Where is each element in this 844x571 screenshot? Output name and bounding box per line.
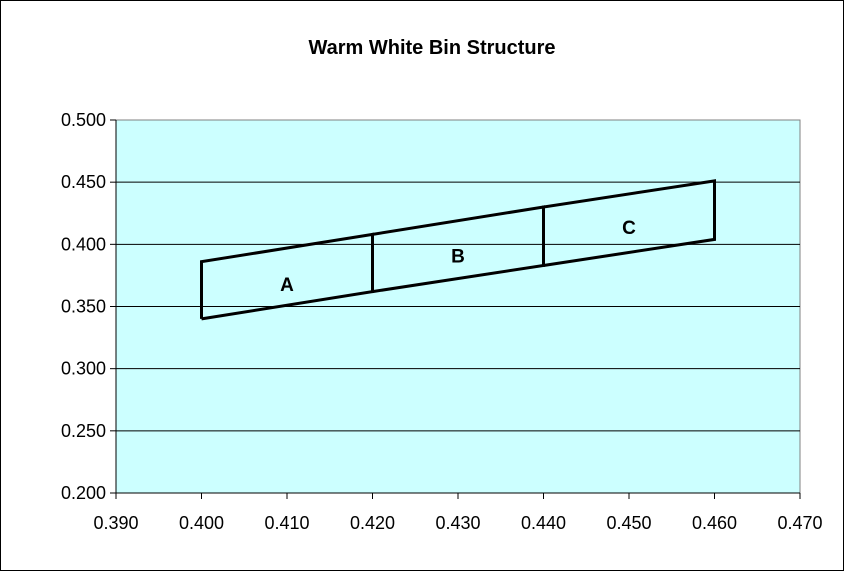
- tick-label-y: 0.500: [61, 110, 106, 130]
- tick-label-y: 0.400: [61, 234, 106, 254]
- tick-label-y: 0.350: [61, 297, 106, 317]
- series-group: [200, 179, 716, 321]
- tick-label-x: 0.460: [692, 513, 737, 533]
- tick-label-x: 0.440: [521, 513, 566, 533]
- tick-label-y: 0.300: [61, 359, 106, 379]
- tick-label-x: 0.420: [350, 513, 395, 533]
- tick-label-y: 0.200: [61, 483, 106, 503]
- bin-b-label: B: [451, 247, 465, 268]
- tick-label-x: 0.430: [435, 513, 480, 533]
- tick-labels: 0.200 0.250 0.300 0.350 0.400 0.450 0.500 0.390…: [61, 110, 823, 533]
- bin-labels: A B C: [280, 218, 636, 296]
- axes: [110, 119, 801, 499]
- bin-a-label: A: [280, 275, 294, 296]
- chart-title: Warm White Bin Structure: [308, 37, 555, 59]
- tick-label-y: 0.250: [61, 421, 106, 441]
- tick-label-y: 0.450: [61, 172, 106, 192]
- tick-label-x: 0.410: [264, 513, 309, 533]
- tick-label-x: 0.390: [93, 513, 138, 533]
- bin-c-outline: [542, 179, 716, 267]
- tick-label-x: 0.450: [606, 513, 651, 533]
- bin-c-label: C: [622, 218, 636, 239]
- tick-label-x: 0.400: [179, 513, 224, 533]
- tick-label-x: 0.470: [777, 513, 822, 533]
